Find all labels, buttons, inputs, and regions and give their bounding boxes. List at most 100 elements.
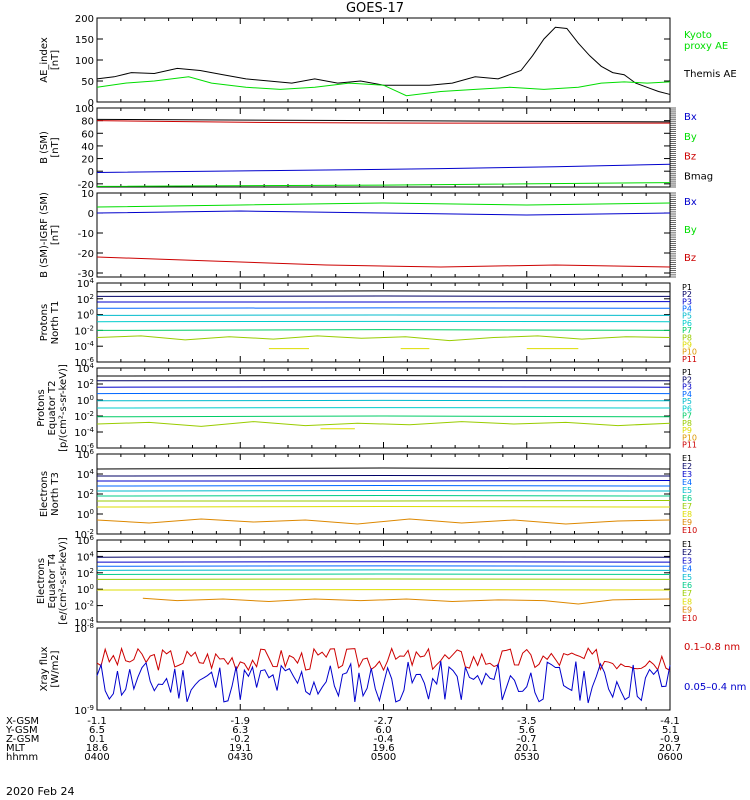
series-e5 [96,489,671,492]
series-e4 [96,484,671,487]
legend-entry: E2 [682,548,692,557]
legend-entry: P11 [682,441,697,450]
y-tick-label: 100 [77,309,94,322]
y-tick-label: 104 [77,277,95,290]
y-tick-label: 40 [81,142,94,153]
series-e6 [96,494,671,497]
series-bx [96,210,671,216]
legend-entry: P5 [682,397,692,406]
legend-entry: P11 [682,355,697,364]
legend-entry: P2 [682,290,692,299]
legend-entry: E8 [682,510,692,519]
ephemeris-row-label: Y-GSM [5,725,38,736]
ephemeris-value: 0530 [514,752,539,763]
legend-entry: P2 [682,375,692,384]
series-bz [96,120,670,124]
legend-entry: E3 [682,556,692,565]
legend-entry: E9 [682,606,692,615]
legend-entry: Bmag [684,171,713,182]
legend-entry: E10 [682,614,697,623]
y-tick-label: 10-9 [74,704,94,717]
y-tick-label: 100 [77,583,94,596]
legend-entry: E6 [682,494,692,503]
legend-entry: P10 [682,348,697,357]
series-e7 [97,500,671,502]
y-axis-label: Electrons [39,471,50,517]
legend-entry: P6 [682,404,692,413]
legend-entry: E7 [682,502,692,511]
legend-entry: P4 [682,305,692,314]
ephemeris-value: -1.1 [87,716,107,727]
ephemeris-value: 19.6 [372,743,394,754]
y-tick-label: 0 [88,209,94,220]
y-tick-label: 50 [81,77,94,88]
series-0-1-0-8-nm [96,646,671,672]
legend-entry: 0.1–0.8 nm [684,642,740,653]
legend-entry: E5 [682,486,692,495]
ephemeris-row-label: MLT [6,743,26,754]
y-tick-label: 104 [77,468,95,481]
panel-4: 104 102 100 10-2 10-4 10-6 Protons North T1 P1P2… [39,277,697,369]
series-0-05-0-4-nm [96,661,671,704]
panel-frame [96,17,671,103]
y-tick-label: 60 [81,129,94,140]
ephemeris-value: 20.7 [659,743,681,754]
legend-entry: E2 [682,462,692,471]
y-axis-label: [W/m2] [50,650,61,687]
legend-entry: E7 [682,589,692,598]
y-axis-label: Protons [39,304,50,341]
panel-frame [96,539,671,623]
y-axis-label: [nT] [50,225,61,245]
series-e9 [142,597,671,605]
y-tick-label: -20 [78,180,94,191]
y-tick-label: 10-4 [74,616,94,629]
ephemeris-value: 6.5 [89,725,105,736]
series-themis-ae [96,26,671,95]
ephemeris-value: 20.1 [516,743,538,754]
ephemeris-value: 6.3 [232,725,248,736]
y-tick-label: 102 [77,488,94,501]
ephemeris-value: -1.9 [230,716,250,727]
y-tick-label: 80 [81,117,94,128]
series-bz [96,256,671,268]
legend-entry: P8 [682,333,692,342]
y-tick-label: 0 [88,98,94,109]
y-axis-label: B (SM)-IGRF (SM) [39,192,50,278]
legend-entry: P3 [682,383,692,392]
legend-entry: E6 [682,581,692,590]
y-axis-label: North T1 [50,301,61,345]
ephemeris-value: 6.0 [376,725,392,736]
y-tick-label: 0 [88,167,94,178]
legend-entry: P3 [682,297,692,306]
y-tick-label: 10-4 [74,340,94,353]
series-p8 [96,421,671,427]
legend-entry: P10 [682,433,697,442]
legend-entry: E9 [682,518,692,527]
y-tick-label: 10-6 [74,356,94,369]
y-axis-label: [nT] [50,137,61,157]
y-tick-label: 10-8 [74,622,94,635]
y-tick-label: 106 [77,534,95,547]
legend-entry: P1 [682,368,692,377]
legend-entry: 0.05–0.4 nm [684,682,746,693]
y-axis-label: North T3 [50,472,61,516]
y-tick-label: 10-6 [74,442,94,455]
series-e8 [96,505,671,508]
series-p7 [96,329,671,331]
legend: Bx By Bz [684,197,697,264]
series-e2 [96,474,671,477]
y-axis-label: AE_index [39,37,50,83]
panel-frame [96,282,671,363]
legend-entry: E4 [682,478,692,487]
ephemeris-value: -3.5 [517,716,537,727]
ephemeris-value: 0.1 [89,734,105,745]
legend-entry: Bz [684,253,696,264]
y-tick-label: -20 [78,249,94,260]
legend-entry: P9 [682,426,692,435]
